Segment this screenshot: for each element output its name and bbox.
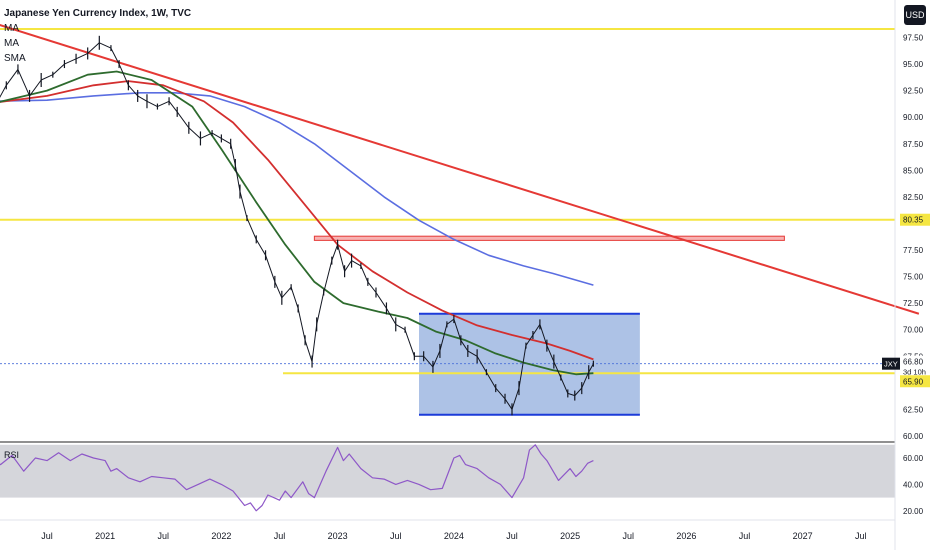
- y-tick-label: 60.00: [903, 432, 924, 441]
- rsi-line: [0, 444, 594, 512]
- x-tick-label: 2024: [444, 531, 464, 541]
- tag-80-35-bg: [900, 213, 930, 226]
- legend-ma-100[interactable]: MA: [4, 38, 19, 49]
- chart-title: Japanese Yen Currency Index, 1W, TVC: [4, 8, 192, 19]
- resistance-zone: [313, 235, 785, 241]
- x-tick-label: Jul: [41, 531, 53, 541]
- sma-200-line: [0, 92, 594, 286]
- rsi-tick-label: 60.00: [903, 454, 924, 463]
- x-tick-label: 2021: [95, 531, 115, 541]
- x-tick-label: 2025: [560, 531, 580, 541]
- x-tick-label: Jul: [855, 531, 867, 541]
- legend-ma-50[interactable]: MA: [4, 23, 19, 34]
- tag-65-90: 65.90: [903, 377, 924, 386]
- y-tick-label: 70.00: [903, 326, 924, 335]
- tag-countdown: 3d 10h: [903, 368, 926, 377]
- rsi-band: [0, 444, 895, 498]
- currency-button[interactable]: USD: [904, 5, 926, 25]
- x-tick-label: 2023: [328, 531, 348, 541]
- x-tick-label: 2027: [793, 531, 813, 541]
- y-tick-label: 82.50: [903, 193, 924, 202]
- y-tick-label: 90.00: [903, 113, 924, 122]
- x-tick-label: Jul: [390, 531, 402, 541]
- rsi-tick-label: 40.00: [903, 480, 924, 489]
- x-tick-label: 2022: [211, 531, 231, 541]
- x-tick-label: Jul: [739, 531, 751, 541]
- tag-65-90-bg: [900, 375, 930, 388]
- x-tick-label: Jul: [157, 531, 169, 541]
- tag-last-price: 66.80: [903, 358, 924, 367]
- rsi-tick-label: 20.00: [903, 507, 924, 516]
- trendline: [0, 24, 920, 315]
- y-tick-label: 87.50: [903, 140, 924, 149]
- y-tick-label: 97.50: [903, 34, 924, 43]
- y-tick-label: 85.00: [903, 166, 924, 175]
- x-tick-label: Jul: [274, 531, 286, 541]
- y-tick-label: 95.00: [903, 60, 924, 69]
- ma-100-line: [0, 80, 594, 361]
- y-tick-label: 62.50: [903, 405, 924, 414]
- tag-80-35: 80.35: [903, 216, 924, 225]
- y-tick-label: 92.50: [903, 87, 924, 96]
- symbol-tag-bg: [882, 357, 900, 370]
- y-tick-label: 75.00: [903, 273, 924, 282]
- y-tick-label: 77.50: [903, 246, 924, 255]
- rsi-label: RSI: [4, 450, 19, 460]
- legend-sma-200[interactable]: SMA: [4, 53, 26, 64]
- x-tick-label: Jul: [622, 531, 634, 541]
- x-tick-label: 2026: [676, 531, 696, 541]
- tag-last-price-bg: [900, 355, 930, 368]
- symbol-tag: JXY: [884, 360, 898, 369]
- y-tick-label: 72.50: [903, 299, 924, 308]
- x-tick-label: Jul: [506, 531, 518, 541]
